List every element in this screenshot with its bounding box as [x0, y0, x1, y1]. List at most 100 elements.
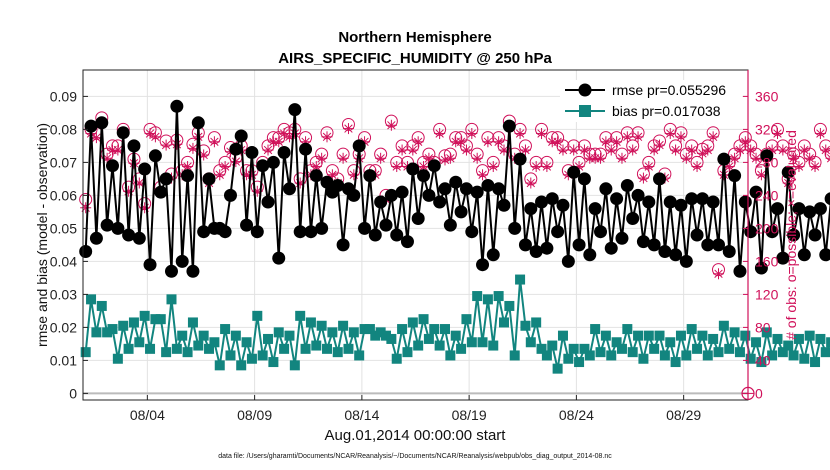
rmse-point: [347, 188, 361, 202]
obs-evaluated-point: [568, 144, 580, 156]
asterisk-stroke: [682, 154, 691, 163]
bias-point: [128, 317, 139, 328]
bias-point: [145, 343, 156, 354]
bias-point: [734, 347, 745, 358]
obs-evaluated-point: [696, 147, 708, 159]
bias-point: [713, 347, 724, 358]
bias-point: [107, 324, 118, 335]
rmse-point: [304, 225, 318, 239]
rmse-point: [79, 245, 93, 258]
obs-evaluated-point: [144, 128, 156, 140]
asterisk-stroke: [172, 140, 182, 149]
legend-rmse-marker: [578, 83, 592, 97]
obs-evaluated-point: [820, 144, 830, 156]
y-tick-label-8: 0.08: [50, 121, 77, 137]
bias-point: [418, 314, 429, 325]
rmse-point: [395, 185, 409, 199]
asterisk-stroke: [725, 162, 734, 171]
bias-point: [498, 317, 509, 328]
bias-point: [413, 340, 424, 351]
rmse-point: [368, 228, 382, 242]
y-tick-label-3: 0.03: [50, 286, 77, 302]
rmse-point: [411, 212, 425, 225]
bias-line: [84, 279, 830, 369]
obs-evaluated-point: [187, 142, 199, 154]
obs-evaluated-point: [552, 136, 564, 148]
obs-evaluated-point: [342, 123, 354, 135]
x-axis-label: Aug.01,2014 00:00:00 start: [325, 427, 507, 444]
bias-point: [590, 324, 601, 335]
obs-evaluated-point: [777, 144, 789, 156]
bias-point: [139, 310, 150, 321]
bias-point: [633, 330, 644, 341]
asterisk-stroke: [462, 145, 471, 155]
rmse-point: [518, 238, 532, 252]
obs-evaluated-point: [396, 144, 408, 156]
asterisk-stroke: [456, 137, 466, 146]
rmse-point: [282, 182, 296, 196]
chart-title-line1: Northern Hemisphere: [338, 29, 491, 46]
bias-point: [182, 347, 193, 358]
asterisk-stroke: [730, 154, 739, 163]
bias-point: [649, 343, 660, 354]
rmse-point: [513, 152, 527, 166]
rmse-point: [234, 129, 248, 143]
rmse-point: [728, 169, 742, 183]
obs-evaluated-point: [321, 131, 333, 143]
rmse-point: [792, 202, 806, 216]
bias-point: [407, 317, 418, 328]
rmse-point: [379, 218, 393, 232]
y2-tick-label-5: 200: [755, 220, 779, 236]
asterisk-stroke: [687, 145, 696, 155]
asterisk-stroke: [274, 137, 283, 146]
rmse-point: [277, 146, 291, 159]
rmse-point: [545, 192, 559, 206]
asterisk-stroke: [188, 144, 198, 153]
rmse-point: [266, 155, 280, 169]
bias-point: [793, 333, 804, 344]
rmse-point: [577, 172, 591, 186]
rmse-point: [524, 202, 538, 216]
obs-evaluated-point: [680, 152, 692, 164]
left-axis-ticks: 0 0.01 0.02 0.03 0.04 0.05 0.06 0.07 0.08 0.09: [50, 88, 88, 401]
bias-point: [536, 343, 547, 354]
bias-point: [209, 337, 220, 348]
legend-rmse-label: rmse pr=0.055296: [612, 82, 726, 98]
bias-point: [761, 327, 772, 338]
obs-evaluated-point: [675, 131, 687, 143]
obs-evaluated-point: [600, 136, 612, 148]
bias-point: [112, 353, 123, 364]
obs-evaluated-point: [514, 128, 526, 140]
obs-evaluated-point: [691, 161, 703, 173]
asterisk-stroke: [92, 133, 101, 142]
rmse-point: [406, 162, 420, 176]
rmse-point: [186, 264, 200, 278]
bias-point: [675, 330, 686, 341]
obs-evaluated-point: [793, 161, 805, 173]
bias-point: [305, 317, 316, 328]
bias-point: [220, 324, 231, 335]
obs-evaluated-point: [755, 169, 767, 181]
rmse-point: [594, 225, 608, 239]
bias-point: [123, 343, 134, 354]
y2-axis-label: # of obs: o=possible; ×=evaluated: [783, 130, 799, 340]
bias-point: [225, 350, 236, 361]
obs-evaluated-point: [643, 161, 655, 173]
y2-tick-label-3: 120: [755, 286, 779, 302]
y-tick-label-6: 0.06: [50, 187, 77, 203]
asterisk-stroke: [558, 145, 568, 155]
obs-evaluated-point: [707, 131, 719, 143]
bias-point: [568, 343, 579, 354]
data-file-footnote: data file: /Users/gharamti/Documents/NCA…: [218, 453, 612, 460]
rmse-point: [250, 225, 264, 239]
rmse-point: [690, 228, 704, 242]
asterisk-stroke: [596, 154, 605, 163]
rmse-point: [138, 162, 152, 176]
rmse-point: [679, 254, 693, 268]
obs-evaluated-point: [337, 152, 349, 164]
bias-point: [584, 350, 595, 361]
bias-point: [423, 333, 434, 344]
rmse-point: [202, 172, 216, 186]
asterisk-stroke: [805, 154, 814, 163]
obs-evaluated-point: [729, 152, 741, 164]
